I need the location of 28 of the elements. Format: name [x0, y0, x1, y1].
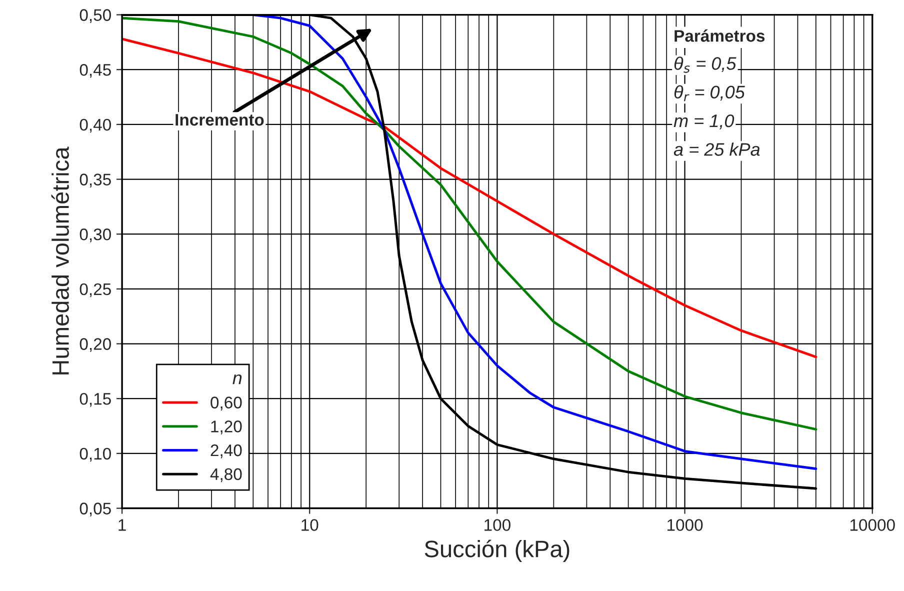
- legend-title: n: [232, 374, 242, 384]
- y-tick-label: 0,15: [80, 393, 111, 407]
- y-tick-label: 0,05: [80, 502, 111, 516]
- y-tick-label: 0,30: [80, 228, 111, 242]
- legend-label: 4,80: [210, 468, 242, 482]
- x-tick-label: 1: [118, 519, 126, 531]
- y-tick-label: 0,25: [80, 283, 111, 298]
- y-tick-label: 0,35: [80, 174, 111, 188]
- annotation: θ$_{s}$ = 0,5: [674, 56, 736, 73]
- annotation: θ$_{r}$ = 0,05: [674, 85, 745, 102]
- y-tick-label: 0,40: [80, 118, 111, 133]
- annotation: a = 25 kPa: [674, 142, 760, 156]
- y-tick-label: 0,20: [80, 338, 111, 352]
- x-tick-label: 1000: [668, 519, 703, 531]
- y-axis-title: Humedad volumétrica: [51, 146, 69, 374]
- annotation: Incremento: [176, 114, 264, 126]
- x-tick-label: 100: [484, 519, 510, 531]
- x-axis-title: Succión (kPa): [424, 540, 570, 562]
- legend-label: 0,60: [210, 396, 242, 410]
- y-tick-label: 0,45: [80, 64, 111, 78]
- annotation: m = 1,0: [674, 114, 734, 130]
- legend-label: 1,20: [211, 420, 242, 434]
- annotation: Parámetros: [674, 29, 765, 42]
- x-tick-label: 10: [302, 519, 318, 531]
- y-tick-label: 0,50: [80, 9, 111, 23]
- legend-label: 2,40: [210, 444, 242, 458]
- y-tick-label: 0,10: [80, 448, 111, 462]
- x-tick-label: 10000: [850, 519, 895, 531]
